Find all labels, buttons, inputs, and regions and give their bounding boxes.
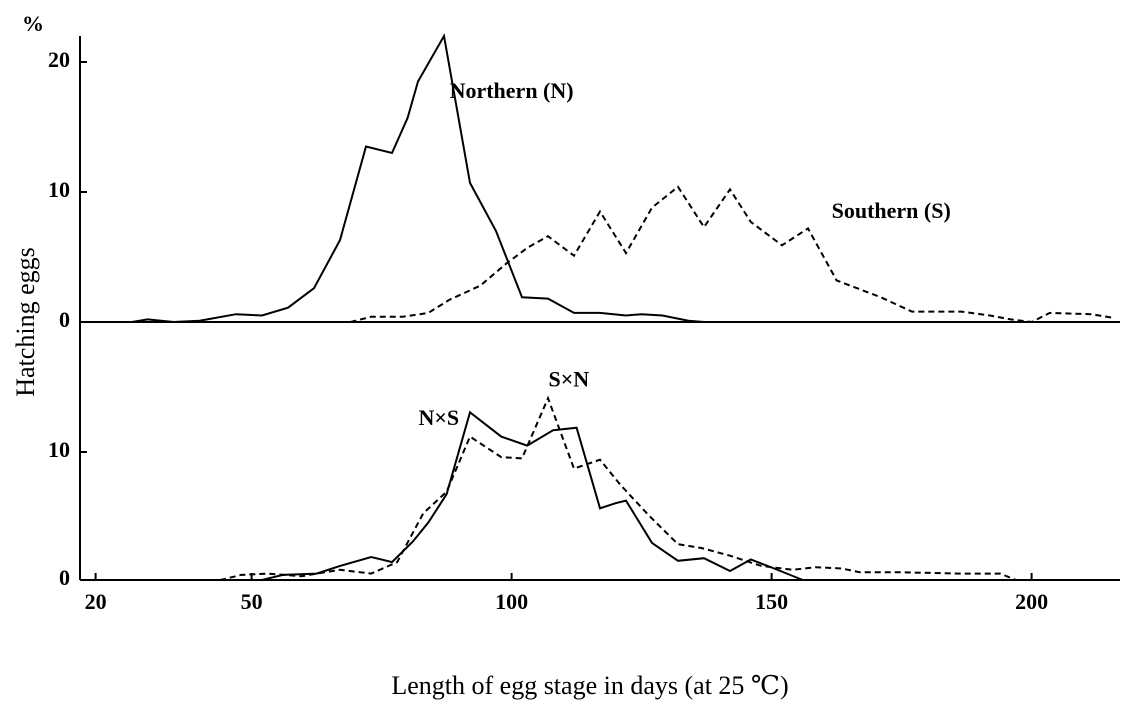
y-tick-label: 10	[48, 177, 70, 202]
x-tick-label: 150	[755, 589, 788, 614]
y-tick-label: 20	[48, 47, 70, 72]
x-tick-label: 200	[1015, 589, 1048, 614]
annotation: S×N	[548, 367, 589, 392]
y-tick-label: 0	[59, 565, 70, 590]
x-tick-label: 50	[241, 589, 263, 614]
series-line	[80, 395, 1017, 581]
annotation: Northern (N)	[450, 78, 574, 103]
series-line	[350, 185, 1115, 324]
y-tick-label: 10	[48, 437, 70, 462]
annotation: N×S	[418, 405, 459, 430]
series-line	[131, 33, 705, 324]
x-tick-label: 20	[85, 589, 107, 614]
x-axis-label: Length of egg stage in days (at 25 ℃)	[391, 671, 788, 700]
annotation: Southern (S)	[832, 198, 951, 223]
y-axis-label: Hatching eggs	[11, 247, 40, 396]
y-unit: %	[22, 11, 44, 36]
y-tick-label: 0	[59, 307, 70, 332]
x-tick-label: 100	[495, 589, 528, 614]
